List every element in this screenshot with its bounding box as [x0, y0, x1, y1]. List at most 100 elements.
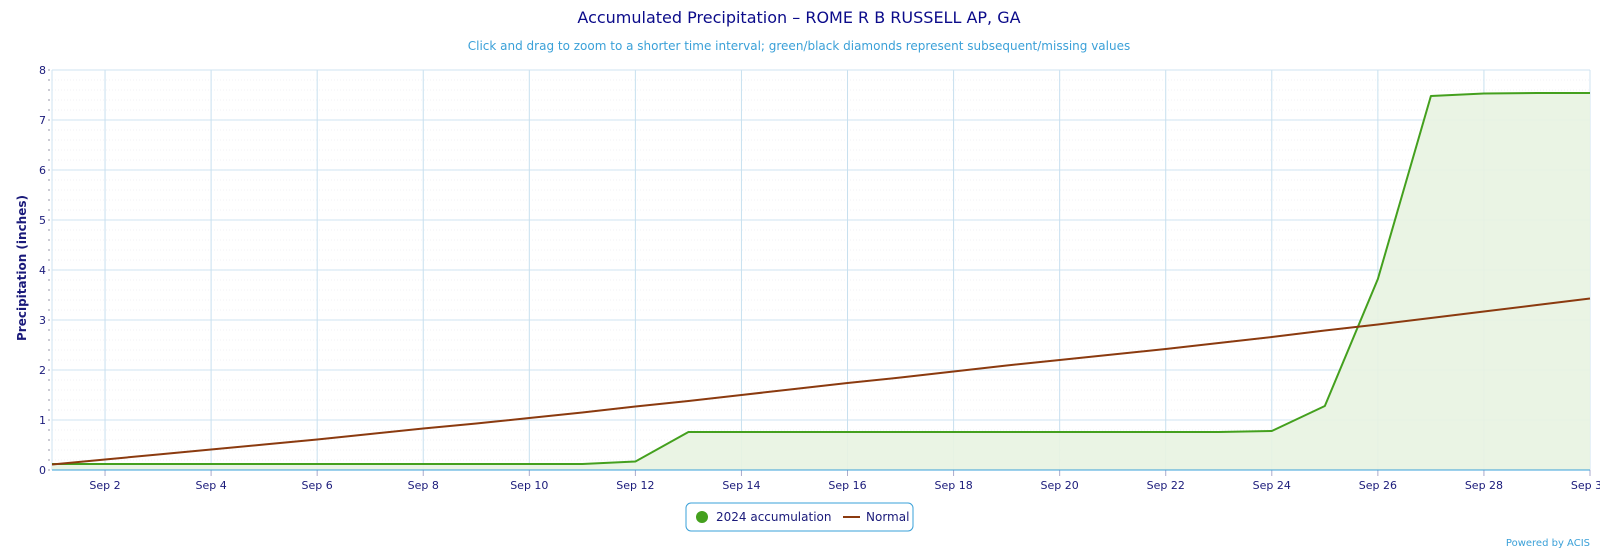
data-point-2024-accumulation[interactable] [155, 461, 161, 467]
legend-box [685, 502, 914, 532]
data-point-normal[interactable] [1587, 296, 1593, 302]
y-tick-label: 7 [39, 114, 46, 127]
data-point-normal[interactable] [1428, 315, 1434, 321]
data-point-normal[interactable] [314, 437, 320, 443]
data-point-2024-accumulation[interactable] [1004, 429, 1010, 435]
data-point-normal[interactable] [791, 386, 797, 392]
data-point-2024-accumulation[interactable] [685, 429, 691, 435]
data-point-2024-accumulation[interactable] [261, 461, 267, 467]
x-tick-label: Sep 8 [408, 479, 439, 492]
data-point-2024-accumulation[interactable] [367, 461, 373, 467]
data-point-normal[interactable] [845, 380, 851, 386]
data-point-2024-accumulation[interactable] [1110, 429, 1116, 435]
x-tick-label: Sep 28 [1465, 479, 1503, 492]
data-point-2024-accumulation[interactable] [845, 429, 851, 435]
data-point-normal[interactable] [632, 404, 638, 410]
data-point-2024-accumulation[interactable] [738, 429, 744, 435]
data-point-2024-accumulation[interactable] [1428, 93, 1434, 99]
credits-link[interactable]: Powered by ACIS [1506, 538, 1590, 549]
data-point-normal[interactable] [49, 462, 55, 468]
x-tick-label: Sep 12 [616, 479, 654, 492]
y-tick-label: 4 [39, 264, 46, 277]
data-point-normal[interactable] [367, 431, 373, 437]
y-tick-label: 3 [39, 314, 46, 327]
data-point-normal[interactable] [1269, 334, 1275, 340]
data-point-2024-accumulation[interactable] [473, 461, 479, 467]
data-point-normal[interactable] [1534, 302, 1540, 308]
y-tick-label: 0 [39, 464, 46, 477]
legend[interactable]: 2024 accumulation Normal [685, 502, 914, 532]
y-tick-label: 2 [39, 364, 46, 377]
x-tick-label: Sep 2 [89, 479, 120, 492]
y-tick-label: 6 [39, 164, 46, 177]
data-point-2024-accumulation[interactable] [1375, 276, 1381, 282]
data-point-normal[interactable] [951, 369, 957, 375]
data-point-normal[interactable] [261, 442, 267, 448]
legend-marker-2024-accumulation [696, 511, 708, 523]
legend-label-2024-accumulation: 2024 accumulation [716, 510, 831, 524]
data-point-normal[interactable] [1322, 328, 1328, 334]
y-tick-label: 1 [39, 414, 46, 427]
data-point-2024-accumulation[interactable] [898, 429, 904, 435]
data-point-normal[interactable] [1057, 357, 1063, 363]
data-point-normal[interactable] [1216, 340, 1222, 346]
data-point-normal[interactable] [155, 452, 161, 458]
data-point-2024-accumulation[interactable] [632, 459, 638, 465]
data-point-2024-accumulation[interactable] [951, 429, 957, 435]
plot-area[interactable] [49, 90, 1593, 470]
data-point-normal[interactable] [898, 375, 904, 381]
data-point-2024-accumulation[interactable] [1163, 429, 1169, 435]
series-line-2024-accumulation[interactable] [52, 92, 1590, 465]
x-tick-label: Sep 18 [934, 479, 972, 492]
data-point-2024-accumulation[interactable] [791, 429, 797, 435]
data-point-2024-accumulation[interactable] [1534, 90, 1540, 96]
axes: 0 1 2 3 4 5 6 7 8 Sep 2 Sep 4 Sep 6 Sep 8 Sep 10 Sep 1… [39, 64, 1600, 492]
legend-item-2024-accumulation[interactable]: 2024 accumulation [696, 510, 831, 524]
data-point-2024-accumulation[interactable] [208, 461, 214, 467]
data-point-2024-accumulation[interactable] [1269, 428, 1275, 434]
data-point-normal[interactable] [420, 426, 426, 432]
x-tick-label: Sep 4 [195, 479, 226, 492]
y-tick-label: 5 [39, 214, 46, 227]
x-tick-label: Sep 16 [828, 479, 866, 492]
data-point-normal[interactable] [1481, 309, 1487, 315]
series-line-normal[interactable] [51, 297, 1591, 466]
data-point-normal[interactable] [473, 421, 479, 427]
data-point-normal[interactable] [526, 415, 532, 421]
data-point-normal[interactable] [208, 447, 214, 453]
data-point-normal[interactable] [1163, 346, 1169, 352]
series-area-2024-accumulation [52, 93, 1590, 470]
x-tick-label: Sep 24 [1253, 479, 1291, 492]
x-tick-label: Sep 6 [302, 479, 333, 492]
grid [51, 69, 1591, 471]
data-point-normal[interactable] [102, 457, 108, 463]
x-tick-label: Sep 14 [722, 479, 760, 492]
data-point-2024-accumulation[interactable] [420, 461, 426, 467]
data-point-normal[interactable] [579, 410, 585, 416]
x-tick-label: Sep 20 [1041, 479, 1079, 492]
data-point-2024-accumulation[interactable] [1587, 90, 1593, 96]
x-tick-label: Sep 30 [1571, 479, 1600, 492]
data-point-normal[interactable] [1375, 322, 1381, 328]
chart-title: Accumulated Precipitation – ROME R B RUS… [577, 8, 1020, 27]
x-tick-label: Sep 22 [1147, 479, 1185, 492]
legend-item-normal[interactable]: Normal [843, 510, 909, 524]
data-point-2024-accumulation[interactable] [1216, 429, 1222, 435]
data-point-normal[interactable] [1110, 352, 1116, 358]
chart-subtitle: Click and drag to zoom to a shorter time… [468, 39, 1130, 53]
data-point-normal[interactable] [738, 392, 744, 398]
data-point-2024-accumulation[interactable] [314, 461, 320, 467]
data-point-normal[interactable] [1004, 363, 1010, 369]
legend-label-normal: Normal [866, 510, 909, 524]
data-point-2024-accumulation[interactable] [1322, 403, 1328, 409]
x-tick-label: Sep 10 [510, 479, 548, 492]
data-point-2024-accumulation[interactable] [579, 461, 585, 467]
y-axis-label: Precipitation (inches) [15, 195, 29, 341]
data-point-2024-accumulation[interactable] [526, 461, 532, 467]
data-point-2024-accumulation[interactable] [1481, 91, 1487, 97]
x-tick-label: Sep 26 [1359, 479, 1397, 492]
data-point-2024-accumulation[interactable] [1057, 429, 1063, 435]
data-point-normal[interactable] [685, 398, 691, 404]
y-tick-label: 8 [39, 64, 46, 77]
